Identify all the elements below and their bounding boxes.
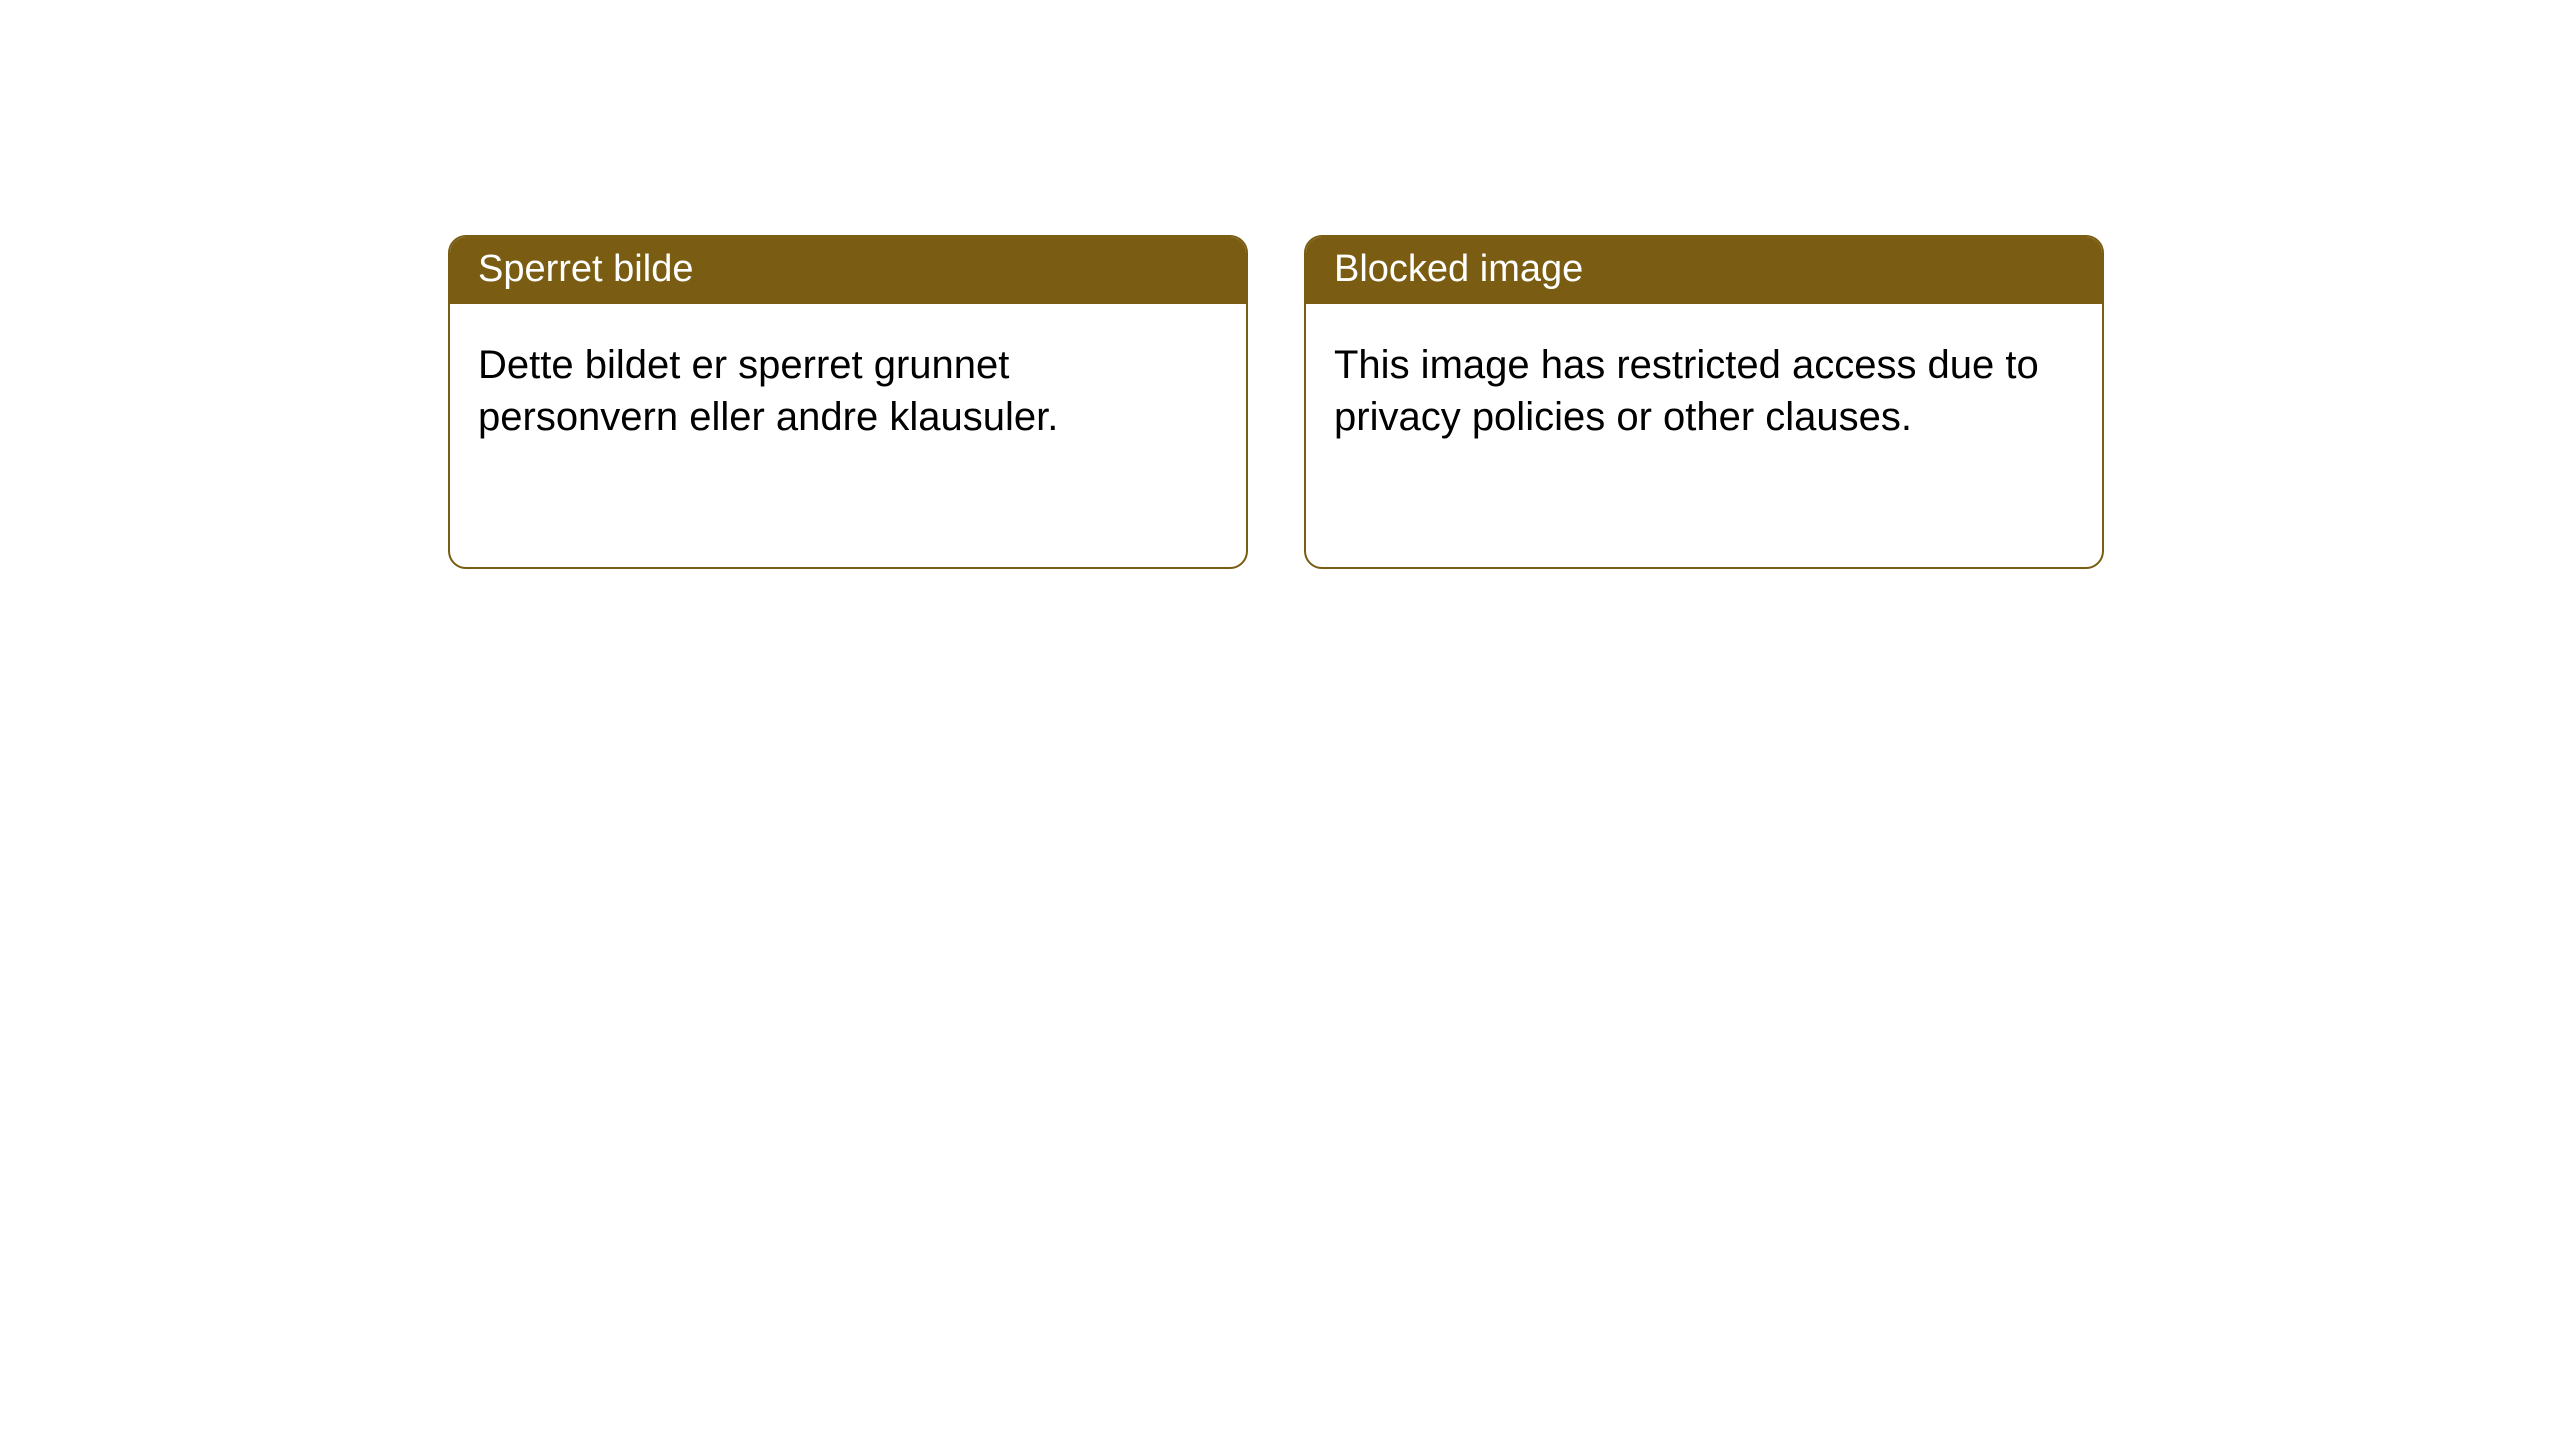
notice-container: Sperret bilde Dette bildet er sperret gr…	[0, 0, 2560, 569]
notice-body-english: This image has restricted access due to …	[1306, 304, 2102, 470]
notice-header-english: Blocked image	[1306, 237, 2102, 304]
notice-header-norwegian: Sperret bilde	[450, 237, 1246, 304]
notice-card-norwegian: Sperret bilde Dette bildet er sperret gr…	[448, 235, 1248, 569]
notice-body-norwegian: Dette bildet er sperret grunnet personve…	[450, 304, 1246, 470]
notice-card-english: Blocked image This image has restricted …	[1304, 235, 2104, 569]
